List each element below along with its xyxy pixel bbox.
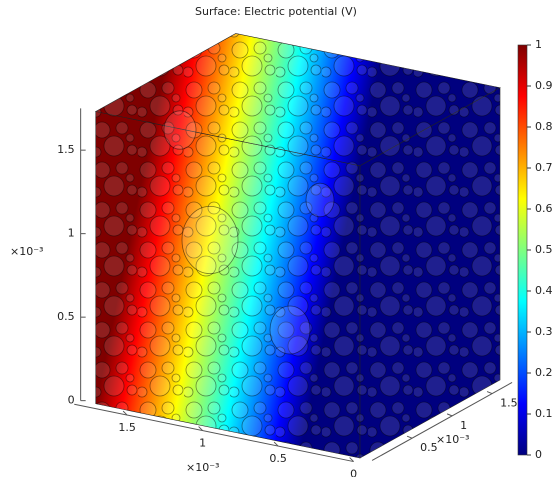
x-tick-label: 0.5 <box>269 452 287 465</box>
y-tick-label: 1 <box>460 419 467 432</box>
chart-title: Surface: Electric potential (V) <box>195 5 357 18</box>
colorbar-tick-label: 1 <box>535 38 542 51</box>
z-tick-label: 0 <box>68 394 75 407</box>
colorbar-tick-label: 0.7 <box>535 161 552 174</box>
colorbar-tick-label: 0.8 <box>535 120 552 133</box>
z-tick-label: 1 <box>68 227 75 240</box>
face-front-texture <box>96 112 360 459</box>
y-tick-label: 1.5 <box>500 397 517 410</box>
colorbar-tick-label: 0.9 <box>535 79 552 92</box>
colorbar <box>518 45 527 455</box>
bubble <box>164 111 196 149</box>
x-tick-label: 1.5 <box>118 421 136 434</box>
chart: Surface: Electric potential (V) 0 0.5 1 1.5… <box>0 0 552 477</box>
colorbar-tick-label: 0.3 <box>535 325 552 338</box>
bubble <box>182 206 238 273</box>
y-tick-label: 0.5 <box>420 441 438 454</box>
z-multiplier: ×10⁻³ <box>10 245 43 258</box>
x-multiplier: ×10⁻³ <box>186 461 219 474</box>
bubble <box>270 306 310 354</box>
z-tick-label: 1.5 <box>57 143 75 156</box>
x-tick-label: 1 <box>199 437 206 450</box>
y-tick <box>447 414 452 416</box>
y-tick <box>407 436 412 438</box>
y-tick <box>487 392 492 394</box>
colorbar-tick-label: 0.5 <box>535 243 552 256</box>
y-multiplier: ×10⁻³ <box>436 433 469 446</box>
colorbar-tick-label: 0.2 <box>535 366 552 379</box>
colorbar-tick-label: 0.1 <box>535 407 552 420</box>
bubble <box>306 183 334 217</box>
z-tick-label: 0.5 <box>57 310 75 323</box>
colorbar-tick-label: 0.6 <box>535 202 552 215</box>
colorbar-tick-label: 0.4 <box>535 284 552 297</box>
colorbar-tick-label: 0 <box>535 448 542 461</box>
x-tick-label: 0 <box>350 468 357 477</box>
